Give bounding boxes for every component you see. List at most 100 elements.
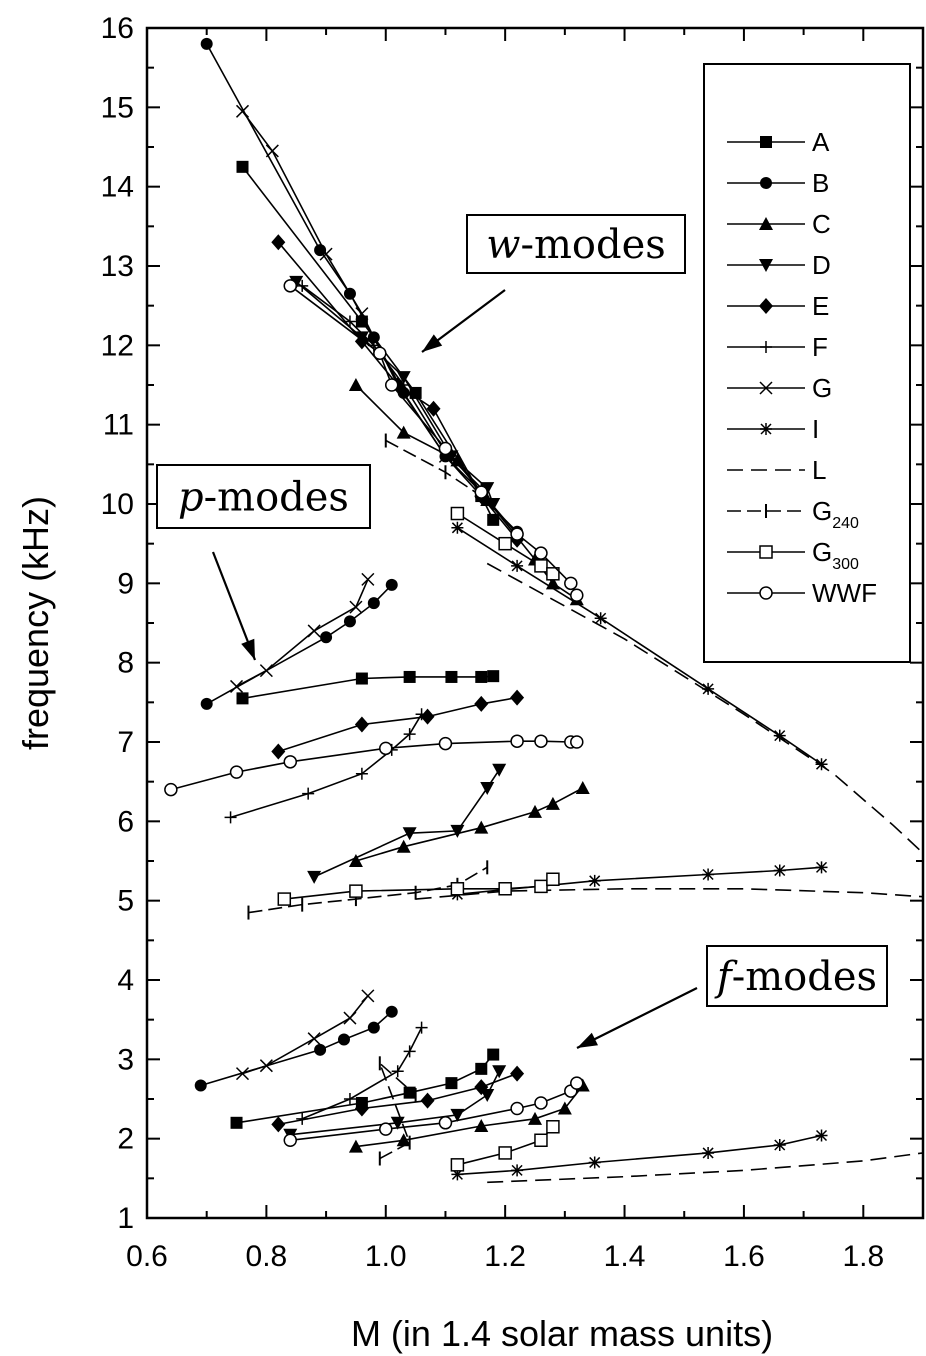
legend-label: D [812, 250, 831, 280]
data-point-open-circle [474, 485, 489, 499]
data-point-triangle-down [396, 371, 411, 385]
data-point-triangle-down [759, 259, 773, 272]
series-line [289, 285, 578, 596]
data-point-open-circle [283, 1133, 298, 1148]
data-point-triangle-up [528, 804, 542, 818]
data-point-cross [235, 104, 250, 118]
data-point-square [475, 1062, 488, 1075]
series-line [170, 740, 577, 791]
data-point-square [403, 1086, 416, 1099]
data-point-triangle-down [480, 1089, 495, 1103]
series-g240 [247, 433, 489, 1166]
data-point-asterisk [760, 423, 772, 435]
data-point-circle [200, 697, 213, 710]
data-point-triangle-up [348, 854, 363, 867]
y-tick-label: 6 [117, 805, 134, 838]
data-point-circle [367, 1021, 380, 1034]
data-point-cross [355, 307, 369, 321]
data-point-diamond [510, 1065, 525, 1082]
annotation-arrowhead [577, 1032, 598, 1048]
data-point-triangle-up [396, 839, 411, 853]
legend-entry-c: C [727, 209, 831, 239]
data-point-circle [314, 1043, 327, 1056]
legend-label: WWF [812, 578, 877, 608]
data-point-open-square [498, 1146, 512, 1160]
x-tick-label: 1.0 [365, 1240, 407, 1273]
y-tick-label: 10 [101, 488, 134, 521]
data-point-open-circle [379, 1122, 393, 1136]
legend-label: A [812, 127, 830, 157]
series-line [355, 787, 584, 862]
data-point-triangle-up [575, 781, 590, 795]
series-layer [164, 37, 924, 1184]
data-point-diamond [271, 743, 286, 760]
data-point-triangle-up [348, 378, 363, 391]
annotation-label: f-modes [714, 954, 877, 1000]
series-line [248, 866, 488, 914]
series-line [277, 241, 518, 541]
data-point-circle [367, 597, 380, 610]
data-point-square [760, 136, 772, 148]
annotation-box [466, 214, 686, 274]
data-point-open-circle [379, 741, 393, 756]
data-point-asterisk [702, 682, 715, 695]
data-point-square [487, 1048, 500, 1061]
data-point-open-square [546, 567, 560, 581]
series-l [415, 562, 924, 1184]
data-point-open-square [546, 1120, 560, 1134]
data-point-cross [361, 989, 375, 1003]
data-point-asterisk [588, 874, 601, 887]
data-point-plus [403, 728, 416, 741]
data-point-triangle-up [528, 1111, 542, 1125]
series-g300 [277, 506, 560, 1172]
data-point-triangle-down [307, 870, 322, 884]
data-point-square [236, 692, 249, 705]
y-tick-label: 12 [101, 329, 134, 362]
data-point-circle [343, 615, 356, 628]
data-point-asterisk [451, 521, 464, 534]
data-point-open-circle [564, 576, 578, 591]
data-point-asterisk [511, 559, 524, 572]
data-point-asterisk [773, 729, 786, 742]
series-line [242, 995, 369, 1075]
data-point-plus [302, 787, 315, 800]
y-tick-label: 8 [117, 647, 134, 680]
data-point-triangle-up [557, 1101, 572, 1115]
data-point-diamond [420, 708, 435, 725]
legend-label: C [812, 209, 831, 239]
legend-entry-l: L [727, 455, 826, 485]
data-point-triangle-up [396, 425, 411, 439]
data-point-diamond [510, 689, 525, 706]
data-point-open-circle [438, 1116, 453, 1130]
data-point-open-circle [759, 586, 773, 600]
legend-entry-a: A [727, 127, 830, 157]
data-point-square [475, 670, 488, 683]
data-point-plus [403, 1045, 416, 1058]
data-point-cross [349, 600, 363, 614]
data-point-plus [415, 1021, 428, 1034]
data-point-plus [343, 1093, 356, 1105]
annotation-label: p-modes [178, 475, 349, 521]
data-point-open-square [450, 1158, 465, 1172]
data-point-circle [320, 631, 333, 644]
data-point-asterisk [594, 612, 607, 625]
data-point-open-circle [438, 736, 453, 751]
data-point-triangle-up [348, 1139, 363, 1153]
data-point-triangle-up [474, 1118, 489, 1132]
data-point-open-circle [283, 755, 298, 769]
data-point-open-square [546, 872, 560, 886]
annotation-box [706, 945, 888, 1007]
data-point-circle [337, 1033, 350, 1046]
data-point-open-square [450, 506, 465, 521]
data-point-open-square [534, 1133, 548, 1148]
data-point-plus [343, 315, 356, 328]
data-point-open-circle [510, 527, 524, 541]
x-tick-label: 1.6 [723, 1240, 765, 1273]
series-line [456, 527, 822, 765]
series-line [487, 1152, 924, 1184]
data-point-plus [415, 708, 428, 721]
legend-entry-g: G [727, 373, 832, 403]
legend-label: F [812, 332, 828, 362]
series-line [415, 887, 924, 900]
